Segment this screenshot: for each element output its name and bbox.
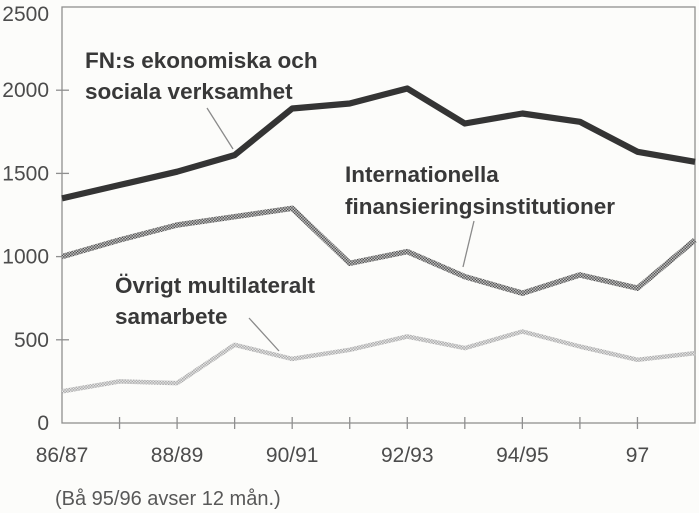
callout-line-finansieringsinstitutioner — [462, 220, 475, 268]
y-tick-label: 0 — [37, 412, 49, 435]
x-tick-label: 90/91 — [266, 444, 319, 467]
annotation-finansiering-line1: Internationella — [345, 162, 499, 187]
series-line-finansieringsinstitutioner — [61, 205, 697, 296]
callout-line-fn — [206, 107, 234, 150]
y-axis-tick-labels: 0 500 1000 1500 2000 2500 — [2, 3, 49, 435]
callout-line-ovrigt — [248, 317, 280, 352]
annotation-ovrigt-line1: Övrigt multilateralt — [115, 273, 316, 298]
y-tick-label: 2500 — [2, 3, 49, 26]
y-tick-label: 500 — [14, 329, 49, 352]
series-line-fn-verksamhet — [61, 85, 696, 202]
chart-caption: (Bå 95/96 avser 12 mån.) — [55, 488, 281, 510]
annotation-finansiering-line2: finansieringsinstitutioner — [345, 194, 615, 219]
x-tick-label: 92/93 — [381, 444, 434, 467]
y-tick-label: 1500 — [2, 162, 49, 185]
x-tick-label: 88/89 — [151, 444, 204, 467]
annotation-fn-line1: FN:s ekonomiska och — [85, 48, 318, 73]
y-tick-label: 1000 — [2, 246, 49, 269]
x-tick-label: 94/95 — [496, 444, 549, 467]
series-line-ovrigt-multilateralt — [61, 329, 696, 394]
annotation-ovrigt-line2: samarbete — [115, 304, 228, 329]
x-tick-label: 97 — [626, 444, 649, 467]
x-tick-label: 86/87 — [36, 444, 89, 467]
plot-frame — [61, 6, 696, 424]
y-tick-label: 2000 — [2, 79, 49, 102]
annotation-fn-line2: sociala verksamhet — [85, 79, 293, 104]
x-axis-tick-labels: 86/87 88/89 90/91 92/93 94/95 97 — [36, 444, 649, 467]
